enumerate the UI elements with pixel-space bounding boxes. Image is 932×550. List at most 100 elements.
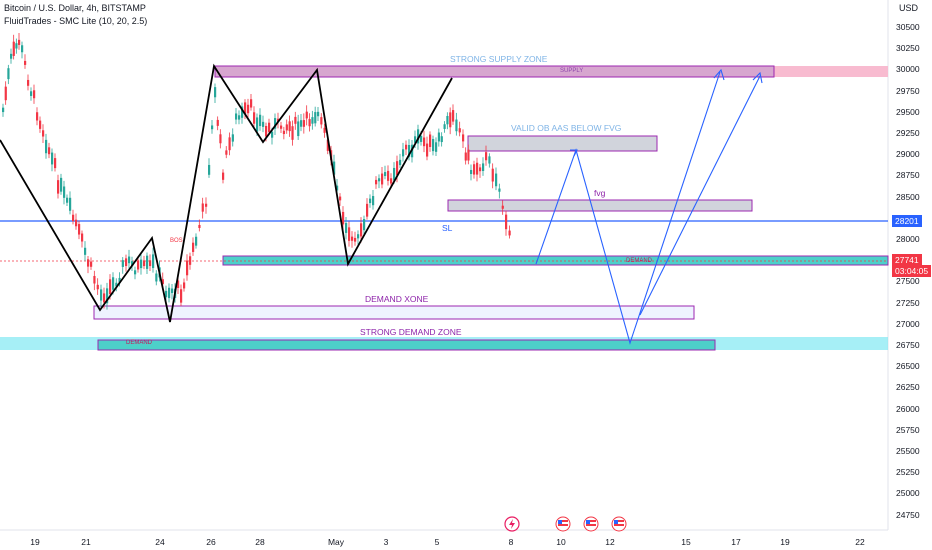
candle-body: [247, 104, 250, 114]
demand-xone-label: DEMAND XONE: [365, 294, 429, 304]
price-tick-label: 27250: [896, 297, 920, 308]
candle-body: [216, 119, 219, 126]
candle-body: [12, 41, 15, 56]
candle-body: [396, 161, 399, 176]
time-tick-label: 17: [731, 537, 741, 547]
supply-label: SUPPLY: [560, 68, 584, 74]
us-flag-event-icon[interactable]: [583, 516, 599, 532]
candle-body: [7, 68, 10, 80]
strong-supply-zone: [214, 65, 775, 78]
candle-body: [168, 287, 171, 299]
candle-body: [27, 79, 30, 86]
candle-body: [320, 117, 323, 125]
time-tick-label: 28: [255, 537, 265, 547]
time-tick-label: 3: [383, 537, 389, 547]
candle-body: [161, 279, 164, 285]
bos-label: BOS: [170, 238, 183, 244]
price-tick-label: 27000: [896, 318, 920, 329]
candle-body: [423, 137, 426, 147]
candle-body: [128, 256, 131, 264]
fvg-zone: [447, 199, 753, 212]
supply-extension-band: [774, 66, 888, 77]
candle-body: [342, 211, 345, 225]
candle-body: [354, 237, 357, 242]
price-tick-label: 26500: [896, 361, 920, 372]
us-flag-event-icon[interactable]: [611, 516, 627, 532]
candle-body: [271, 131, 274, 138]
candle-body: [183, 282, 186, 289]
candle-body: [268, 122, 271, 132]
candle-body: [381, 173, 384, 185]
candle-body: [225, 150, 228, 155]
candle-body: [399, 159, 402, 166]
candle-body: [244, 102, 247, 115]
candle-body: [491, 168, 494, 182]
price-tick-label: 29500: [896, 106, 920, 117]
candle-body: [357, 234, 360, 239]
candle-body: [93, 275, 96, 284]
candle-body: [495, 173, 498, 187]
price-tick-label: 24750: [896, 509, 920, 520]
candle-body: [121, 260, 124, 267]
candle-body: [54, 158, 57, 169]
candle-body: [435, 142, 438, 152]
candle-body: [186, 260, 189, 276]
candle-body: [235, 113, 238, 120]
candle-body: [106, 288, 109, 304]
candle-body: [152, 254, 155, 269]
candle-body: [66, 197, 69, 203]
candle-body: [455, 119, 458, 132]
candle-body: [208, 164, 211, 175]
candle-body: [317, 111, 320, 117]
candle-body: [155, 273, 158, 282]
candle-body: [36, 112, 39, 121]
demand-left-label: DEMAND: [126, 340, 153, 346]
time-tick-label: May: [327, 537, 345, 547]
candle-body: [125, 258, 128, 267]
time-tick-label: 24: [155, 537, 165, 547]
candle-body: [15, 43, 18, 49]
candle-body: [508, 230, 511, 236]
candle-body: [501, 205, 504, 209]
candle-body: [63, 186, 66, 198]
candle-body: [192, 242, 195, 252]
lightning-event-icon[interactable]: [504, 516, 520, 532]
countdown-tag: 03:04:05: [892, 265, 932, 277]
candle-body: [360, 223, 363, 237]
time-tick-label: 21: [81, 537, 91, 547]
candle-body: [149, 260, 152, 267]
fvg-label: fvg: [594, 188, 606, 198]
candle-body: [282, 130, 286, 135]
candle-body: [84, 247, 87, 255]
candle-body: [482, 163, 485, 172]
candle-body: [24, 60, 27, 65]
candle-body: [277, 118, 280, 122]
candle-body: [485, 152, 488, 161]
time-tick-label: 19: [30, 537, 40, 547]
candle-body: [498, 188, 501, 192]
candle-body: [280, 125, 283, 129]
candle-body: [45, 139, 48, 154]
price-tick-label: 28500: [896, 191, 920, 202]
time-tick-label: 8: [508, 537, 514, 547]
candle-body: [443, 124, 446, 129]
candle-body: [265, 125, 268, 137]
candle-body: [21, 45, 24, 53]
price-tick-label: 25750: [896, 424, 920, 435]
us-flag-event-icon[interactable]: [555, 516, 571, 532]
candle-body: [18, 39, 21, 45]
indicator-label[interactable]: FluidTrades - SMC Lite (10, 20, 2.5): [4, 16, 148, 26]
current-price-tag: 27741: [892, 254, 922, 266]
demand-zone-right: [222, 255, 889, 266]
candle-body: [449, 112, 452, 128]
candle-body: [384, 172, 387, 177]
candle-body: [72, 214, 75, 222]
candle-body: [479, 167, 482, 172]
candle-body: [51, 152, 54, 165]
candle-body: [333, 161, 336, 175]
candle-body: [137, 260, 140, 270]
candle-body: [294, 116, 297, 124]
candle-body: [393, 167, 396, 181]
strong-demand-zone-label: STRONG DEMAND ZONE: [360, 327, 462, 337]
